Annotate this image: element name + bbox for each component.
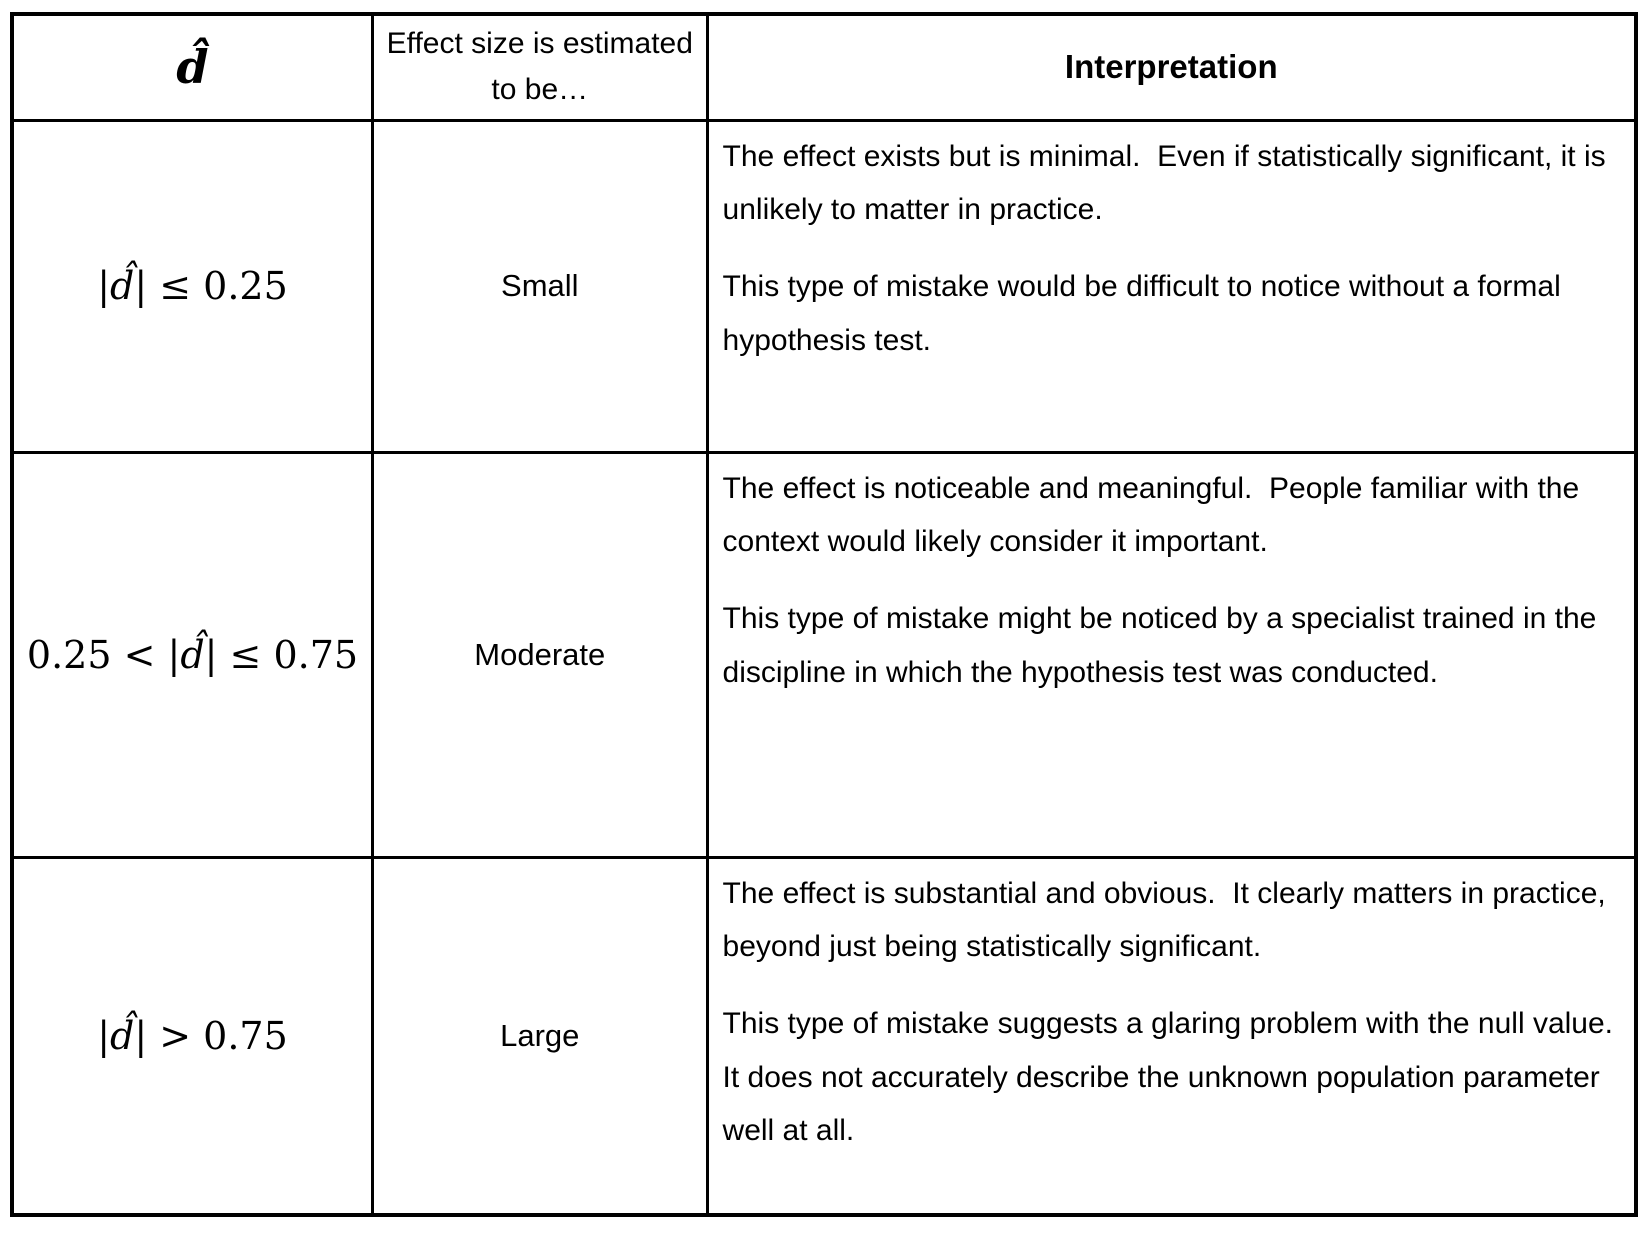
formula-cell-large: |d̂| > 0.75: [10, 855, 375, 1217]
formula-before: |: [97, 264, 111, 308]
formula-before: 0.25 < |: [26, 632, 181, 677]
formula-d-hat: d̂: [110, 1013, 135, 1058]
effect-size-interpretation-table: d̂ Effect size is estimated to be… Inter…: [10, 12, 1638, 1217]
interpretation-para-1: The effect is noticeable and meaningful.…: [722, 471, 1588, 558]
table-row-large: |d̂| > 0.75 Large The effect is substant…: [10, 855, 1638, 1217]
size-cell-small: Small: [371, 118, 709, 454]
interpretation-cell-small: The effect exists but is minimal. Even i…: [705, 118, 1638, 454]
formula-cell-small: |d̂| ≤ 0.25: [10, 118, 375, 454]
table-row-moderate: 0.25 < |d̂| ≤ 0.75 Moderate The effect i…: [10, 450, 1638, 859]
header-cell-d-hat: d̂: [10, 12, 375, 122]
size-cell-moderate: Moderate: [371, 450, 709, 859]
d-hat-symbol: d̂: [176, 40, 209, 95]
interpretation-cell-moderate: The effect is noticeable and meaningful.…: [705, 450, 1638, 859]
interpretation-para-2: This type of mistake suggests a glaring …: [722, 1007, 1622, 1148]
header-cell-interpretation: Interpretation: [705, 12, 1638, 122]
formula-d-hat: d̂: [110, 264, 135, 308]
size-cell-large: Large: [371, 855, 709, 1217]
interpretation-para-1: The effect exists but is minimal. Even i…: [722, 139, 1614, 226]
interpretation-para-1: The effect is substantial and obvious. I…: [722, 876, 1615, 963]
interpretation-para-2: This type of mistake might be noticed by…: [722, 602, 1605, 689]
formula-cell-moderate: 0.25 < |d̂| ≤ 0.75: [10, 450, 375, 859]
table-row-small: |d̂| ≤ 0.25 Small The effect exists but …: [10, 118, 1638, 454]
formula-d-hat: d̂: [180, 632, 205, 677]
formula-before: |: [97, 1013, 111, 1058]
formula-after: | > 0.75: [134, 1013, 288, 1058]
header-row: d̂ Effect size is estimated to be… Inter…: [10, 12, 1638, 122]
formula-after: | ≤ 0.25: [134, 264, 288, 308]
interpretation-para-2: This type of mistake would be difficult …: [722, 270, 1570, 357]
formula-after: | ≤ 0.75: [204, 632, 359, 677]
header-cell-effect-size: Effect size is estimated to be…: [371, 12, 709, 122]
interpretation-cell-large: The effect is substantial and obvious. I…: [705, 855, 1638, 1217]
